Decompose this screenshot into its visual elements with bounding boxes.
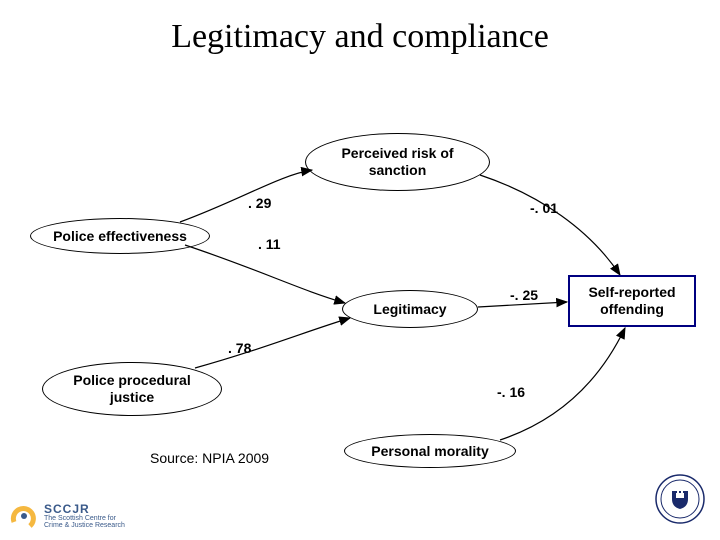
node-legitimacy: Legitimacy xyxy=(342,290,478,328)
edge-label: . 78 xyxy=(228,340,251,356)
edge-label: -. 01 xyxy=(530,200,558,216)
node-perceived-risk: Perceived risk ofsanction xyxy=(305,133,490,191)
uoe-crest xyxy=(654,473,706,530)
edge-label: . 29 xyxy=(248,195,271,211)
sccjr-subtitle: The Scottish Centre forCrime & Justice R… xyxy=(44,515,125,529)
page-title: Legitimacy and compliance xyxy=(0,18,720,56)
node-label: Police proceduraljustice xyxy=(73,372,190,406)
node-label: Legitimacy xyxy=(373,301,446,318)
edge-label: -. 16 xyxy=(497,384,525,400)
node-label: Personal morality xyxy=(371,443,489,460)
sccjr-icon xyxy=(10,502,38,530)
sccjr-logo: SCCJR The Scottish Centre forCrime & Jus… xyxy=(10,502,125,530)
edge-label: -. 25 xyxy=(510,287,538,303)
source-text: Source: NPIA 2009 xyxy=(150,450,269,466)
node-personal-morality: Personal morality xyxy=(344,434,516,468)
node-label: Police effectiveness xyxy=(53,228,187,245)
node-offending: Self-reportedoffending xyxy=(568,275,696,327)
node-label: Perceived risk ofsanction xyxy=(341,145,453,179)
sccjr-text: SCCJR The Scottish Centre forCrime & Jus… xyxy=(44,503,125,529)
sccjr-name: SCCJR xyxy=(44,502,90,516)
node-police-procedural: Police proceduraljustice xyxy=(42,362,222,416)
edge-label: . 11 xyxy=(258,236,281,252)
node-label: Self-reportedoffending xyxy=(588,284,675,318)
node-police-effectiveness: Police effectiveness xyxy=(30,218,210,254)
